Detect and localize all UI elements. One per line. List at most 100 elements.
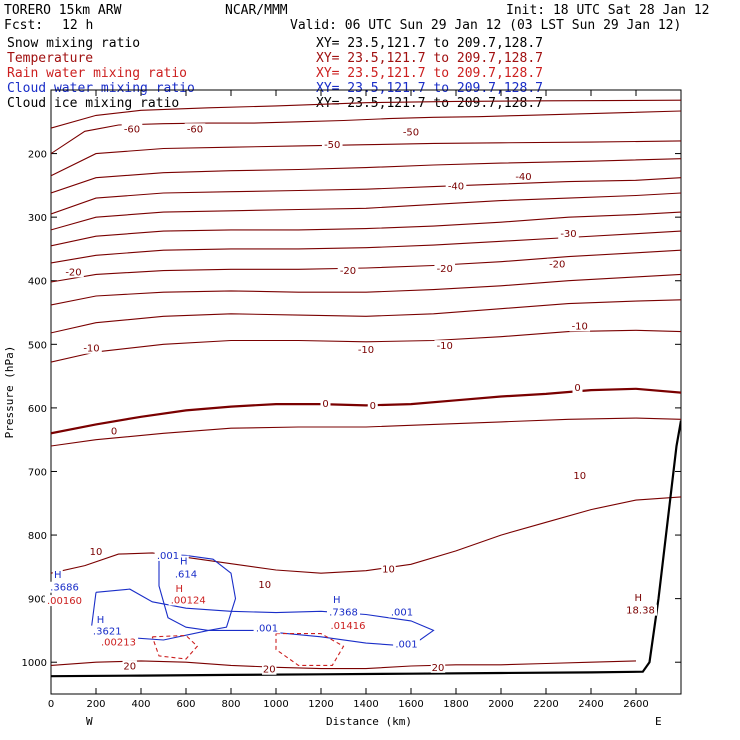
annotation-label: -10 bbox=[83, 344, 99, 355]
annotation-bg bbox=[320, 397, 331, 409]
annotation-bg bbox=[95, 614, 106, 626]
annotation-bg bbox=[337, 265, 359, 277]
isotherm bbox=[51, 192, 681, 231]
annotation-bg bbox=[328, 619, 368, 631]
isotherm bbox=[51, 273, 681, 306]
isotherm bbox=[51, 140, 681, 177]
annotation-bg bbox=[624, 604, 657, 616]
terrain-line bbox=[51, 420, 681, 678]
annotation-bg bbox=[367, 399, 378, 411]
annotation-label: -10 bbox=[572, 321, 588, 332]
isotherm bbox=[51, 417, 681, 447]
annotation-label: H bbox=[333, 595, 341, 606]
isotherm bbox=[51, 496, 681, 574]
annotation-label: H bbox=[634, 593, 642, 604]
annotation-label: .00213 bbox=[101, 637, 136, 648]
isotherm bbox=[51, 299, 681, 334]
annotation-bg bbox=[90, 625, 124, 637]
isotherm bbox=[51, 99, 681, 129]
annotation-label: -20 bbox=[549, 260, 565, 271]
annotation-bg bbox=[121, 123, 143, 135]
isotherm bbox=[51, 211, 681, 247]
annotation-bg bbox=[569, 320, 591, 332]
annotation-label: 10 bbox=[382, 564, 395, 575]
annotation-label: 20 bbox=[432, 663, 445, 674]
annotation-bg bbox=[168, 594, 208, 606]
y-axis-label: Pressure (hPa) bbox=[3, 346, 16, 439]
isotherm bbox=[51, 177, 681, 215]
annotation-label: -20 bbox=[65, 267, 81, 278]
x-tick-label: 1800 bbox=[443, 699, 468, 710]
y-tick-label: 800 bbox=[28, 531, 47, 542]
annotation-bg bbox=[558, 228, 579, 240]
y-tick-label: 1000 bbox=[22, 658, 47, 669]
annotation-label: -50 bbox=[403, 128, 419, 139]
y-tick-label: 900 bbox=[28, 595, 47, 606]
x-tick-label: 2200 bbox=[533, 699, 558, 710]
annotation-label: 0 bbox=[322, 399, 328, 410]
x-axis: 0 200 400 600 800 1000 1200 1400 1600 1800 2000 220… bbox=[48, 90, 649, 710]
annotation-bg bbox=[122, 660, 137, 672]
x-tick-label: 1000 bbox=[263, 699, 288, 710]
init-time: Init: 18 UTC Sat 28 Jan 12 bbox=[506, 3, 710, 18]
annotation-bg bbox=[513, 171, 534, 183]
annotation-bg bbox=[109, 425, 119, 437]
annotation-bg bbox=[154, 549, 182, 561]
annotation-layer: -60 -60 -50 -50 -40 -40 -30 -20 -20 -20 -20 -10 -10 -… bbox=[44, 123, 657, 676]
isotherm bbox=[51, 329, 681, 363]
annotation-label: .00160 bbox=[47, 596, 82, 607]
annotation-label: -20 bbox=[437, 264, 453, 275]
x-tick-label: 2400 bbox=[578, 699, 603, 710]
field-name: Temperature bbox=[7, 51, 93, 66]
rain-contour bbox=[151, 634, 199, 660]
annotation-bg bbox=[63, 266, 84, 278]
x-tick-label: 2600 bbox=[623, 699, 648, 710]
field-name: Cloud ice mixing ratio bbox=[7, 96, 179, 111]
annotation-bg bbox=[445, 180, 467, 192]
annotation-label: H bbox=[175, 584, 183, 595]
annotation-bg bbox=[572, 382, 583, 394]
x-end-left: W bbox=[86, 715, 93, 728]
annotation-bg bbox=[430, 661, 446, 673]
field-xy: XY= 23.5,121.7 to 209.7,128.7 bbox=[316, 66, 543, 81]
rain-contour bbox=[275, 633, 345, 666]
annotation-label: -40 bbox=[515, 172, 531, 183]
x-tick-label: 0 bbox=[48, 699, 54, 710]
cloud-water-contour bbox=[158, 553, 237, 631]
annotation-bg bbox=[52, 569, 63, 581]
annotation-label: .00124 bbox=[171, 595, 206, 606]
field-xy: XY= 23.5,121.7 to 209.7,128.7 bbox=[316, 51, 543, 66]
plot-frame bbox=[50, 89, 682, 695]
annotation-label: .001 bbox=[391, 608, 413, 619]
center-title: NCAR/MMM bbox=[225, 3, 288, 18]
annotation-bg bbox=[81, 342, 102, 354]
x-tick-label: 800 bbox=[221, 699, 240, 710]
fcst-label: Fcst: bbox=[4, 18, 43, 33]
annotation-label: 20 bbox=[123, 662, 136, 673]
annotation-bg bbox=[546, 258, 568, 270]
y-tick-label: 700 bbox=[28, 467, 47, 478]
x-end-right: E bbox=[655, 715, 662, 728]
annotation-bg bbox=[44, 595, 85, 607]
annotation-bg bbox=[184, 123, 206, 135]
y-tick-label: 300 bbox=[28, 213, 47, 224]
y-tick-label: 500 bbox=[28, 340, 47, 351]
annotation-label: .3621 bbox=[93, 627, 122, 638]
x-tick-label: 200 bbox=[86, 699, 105, 710]
x-tick-label: 2000 bbox=[488, 699, 513, 710]
cloud-water-contour bbox=[90, 588, 435, 647]
field-name: Cloud water mixing ratio bbox=[7, 81, 195, 96]
annotation-bg bbox=[355, 343, 377, 355]
annotation-label: .001 bbox=[157, 551, 179, 562]
field-xy: XY= 23.5,121.7 to 209.7,128.7 bbox=[316, 36, 543, 51]
annotation-bg bbox=[633, 591, 644, 603]
annotation-label: -10 bbox=[358, 345, 374, 356]
x-tick-label: 1200 bbox=[308, 699, 333, 710]
y-tick-label: 200 bbox=[28, 150, 47, 161]
valid-time: Valid: 06 UTC Sun 29 Jan 12 (03 LST Sun … bbox=[290, 18, 681, 33]
fcst-value: 12 h bbox=[62, 18, 93, 33]
annotation-bg bbox=[178, 555, 189, 567]
annotation-label: -50 bbox=[324, 140, 340, 151]
